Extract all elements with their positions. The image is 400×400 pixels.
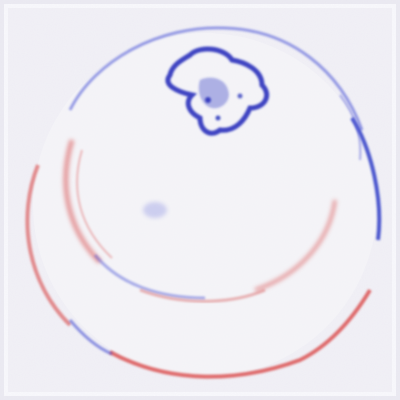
inner-ring-red-left — [63, 139, 102, 264]
right-edge-blue — [350, 116, 382, 241]
left-edge-red — [25, 164, 72, 327]
right-shoulder-blue — [339, 94, 362, 161]
inner-lower-arc-blue — [93, 254, 206, 300]
bottom-left-rim-blue — [68, 319, 113, 356]
center-speckle — [143, 202, 167, 218]
dome-outline-blue — [68, 26, 364, 131]
inner-ring-red-right — [254, 199, 337, 292]
fruit-body — [33, 33, 377, 377]
calyx-blob — [165, 46, 270, 136]
inner-lower-arc-red — [139, 288, 266, 303]
bottom-rim-red — [109, 288, 372, 379]
inner-ring-red-left-2 — [76, 149, 113, 259]
